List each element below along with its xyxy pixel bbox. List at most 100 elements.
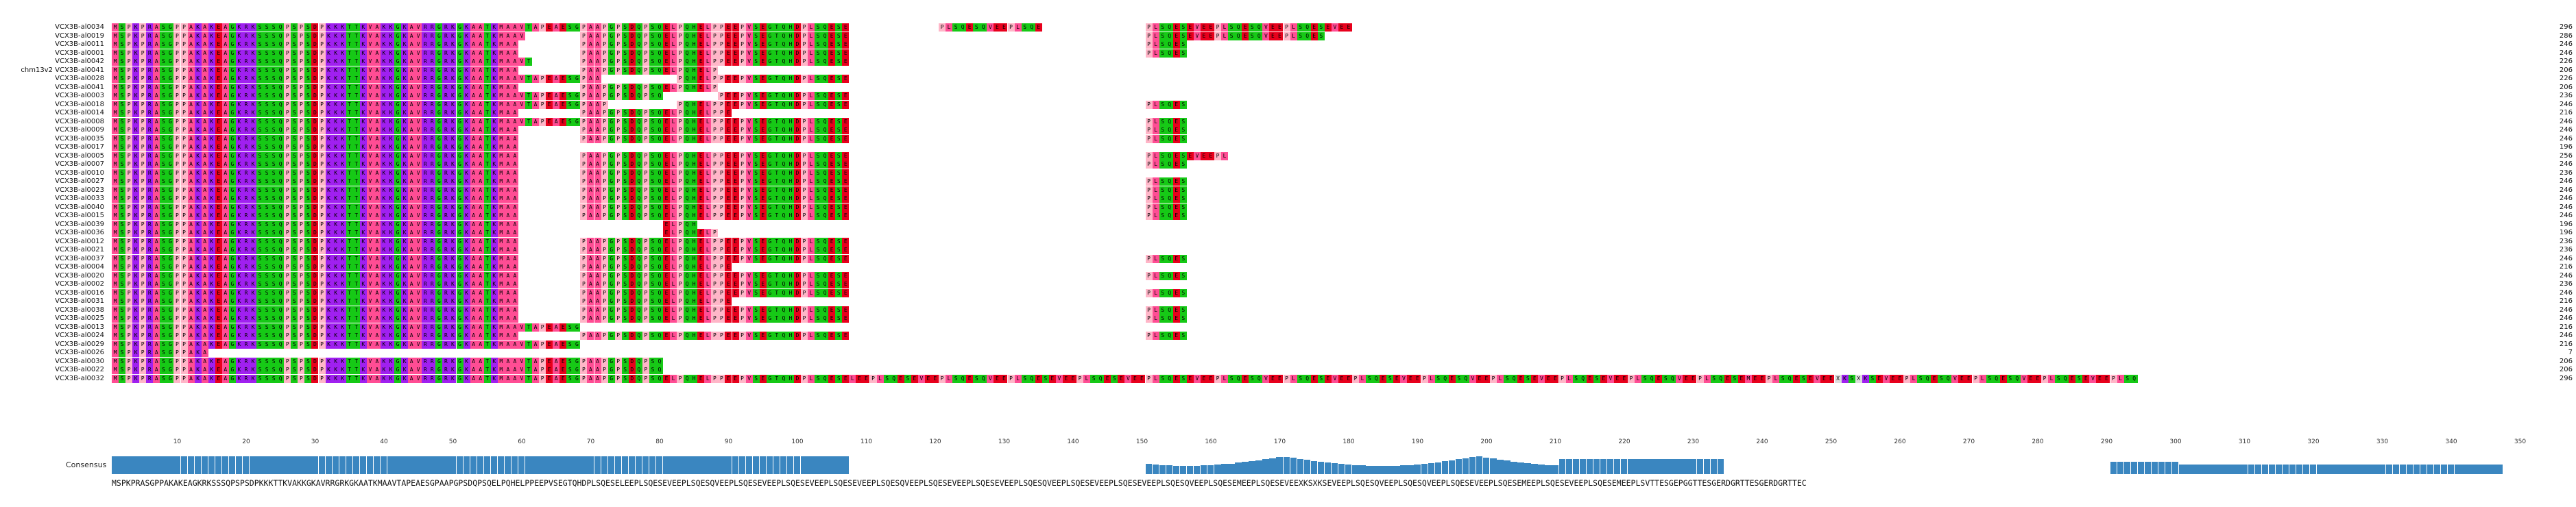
sequence-name[interactable]: VCX3B-al0025 xyxy=(55,314,104,322)
sequence-length: 256 xyxy=(2559,151,2573,160)
sequence-name[interactable]: VCX3B-al0040 xyxy=(55,203,104,211)
ruler-tick: 260 xyxy=(1894,438,1906,445)
sequence-name[interactable]: VCX3B-al0032 xyxy=(55,374,104,382)
sequence-name[interactable]: VCX3B-al0029 xyxy=(55,340,104,348)
sequence-length: 236 xyxy=(2559,280,2573,288)
sequence-name[interactable]: VCX3B-al0008 xyxy=(55,117,104,125)
ruler-tick: 150 xyxy=(1135,438,1148,445)
ruler-tick: 220 xyxy=(1618,438,1630,445)
sequence-name[interactable]: VCX3B-al0016 xyxy=(55,288,104,297)
sequence-length: 216 xyxy=(2559,263,2573,271)
sequence-name[interactable]: VCX3B-al0038 xyxy=(55,306,104,314)
sequence-name[interactable]: VCX3B-al0013 xyxy=(55,323,104,331)
ruler-tick: 230 xyxy=(1687,438,1700,445)
sequence-name[interactable]: VCX3B-al0028 xyxy=(55,75,104,82)
sequence-length: 286 xyxy=(2559,32,2573,40)
sequence-name[interactable]: VCX3B-al0024 xyxy=(55,332,104,339)
sequence-length: 216 xyxy=(2559,297,2573,305)
ruler-tick: 110 xyxy=(860,438,873,445)
sequence-name[interactable]: VCX3B-al0033 xyxy=(55,195,104,202)
sequence-length: 246 xyxy=(2559,195,2573,202)
sequence-name[interactable]: VCX3B-al0027 xyxy=(55,177,104,185)
sequence-length: 246 xyxy=(2559,40,2573,48)
ruler-tick: 90 xyxy=(724,438,733,445)
ruler-tick: 280 xyxy=(2032,438,2044,445)
sequence-name[interactable]: VCX3B-al0022 xyxy=(55,366,104,373)
sequence-name-list: VCX3B-al0034 VCX3B-al0019 VCX3B-al0011 VCX3… xyxy=(0,23,104,383)
consensus-sequence: MSPKPRASGPPAKAKEAGKRKSSSQPSPSDPKKKTTKVAK… xyxy=(112,478,1807,488)
sequence-name[interactable]: VCX3B-al0019 xyxy=(55,32,104,40)
sequence-name[interactable]: VCX3B-al0002 xyxy=(55,280,104,288)
ruler-tick: 350 xyxy=(2514,438,2527,445)
sequence-length: 206 xyxy=(2559,66,2573,74)
sequence-name[interactable]: VCX3B-al0009 xyxy=(55,126,104,134)
ruler-tick: 190 xyxy=(1411,438,1424,445)
position-ruler: 10 20 30 40 50 60 70 80 90 100 110 120 130 140 150 160 1… xyxy=(0,438,2576,449)
sequence-length: 246 xyxy=(2559,314,2573,322)
sequence-name[interactable]: VCX3B-al0010 xyxy=(55,169,104,177)
sequence-name[interactable]: VCX3B-al0004 xyxy=(55,263,104,271)
ruler-tick: 130 xyxy=(998,438,1011,445)
sequence-name[interactable]: VCX3B-al0023 xyxy=(55,186,104,194)
sequence-name[interactable]: VCX3B-al0036 xyxy=(55,229,104,236)
sequence-length: 296 xyxy=(2559,23,2573,31)
sequence-length: 206 xyxy=(2559,83,2573,91)
sequence-name[interactable]: VCX3B-al0014 xyxy=(55,109,104,116)
sequence-name[interactable]: VCX3B-al0011 xyxy=(55,40,104,48)
ruler-tick: 300 xyxy=(2169,438,2182,445)
ruler-tick: 340 xyxy=(2445,438,2457,445)
sequence-length: 236 xyxy=(2559,92,2573,99)
sequence-length: 7 xyxy=(2568,349,2573,356)
ruler-tick: 320 xyxy=(2307,438,2320,445)
sequence-length: 246 xyxy=(2559,100,2573,108)
ruler-tick: 20 xyxy=(242,438,250,445)
ruler-tick: 140 xyxy=(1067,438,1079,445)
sequence-length-list: 296 286 246 246 226 206 226 206 236 246 216 246 246 2… xyxy=(2538,23,2573,383)
ruler-tick: 210 xyxy=(1549,438,1562,445)
sequence-name[interactable]: VCX3B-al0005 xyxy=(55,151,104,160)
consensus-label: Consensus xyxy=(66,460,107,469)
sequence-name[interactable]: VCX3B-al0041 xyxy=(55,83,104,91)
sequence-name[interactable]: VCX3B-al0026 xyxy=(55,349,104,356)
sequence-length: 246 xyxy=(2559,288,2573,297)
sequence-name[interactable]: VCX3B-al0037 xyxy=(55,254,104,262)
sequence-name[interactable]: VCX3B-al0015 xyxy=(55,212,104,219)
ruler-tick: 310 xyxy=(2238,438,2251,445)
sequence-length: 196 xyxy=(2559,143,2573,151)
ruler-tick: 200 xyxy=(1480,438,1493,445)
ruler-tick: 70 xyxy=(586,438,595,445)
sequence-name[interactable]: VCX3B-al0003 xyxy=(55,92,104,99)
sequence-name[interactable]: VCX3B-al0007 xyxy=(55,160,104,168)
sequence-length: 246 xyxy=(2559,254,2573,262)
ruler-tick: 120 xyxy=(929,438,941,445)
sequence-length: 246 xyxy=(2559,306,2573,314)
sequence-length: 236 xyxy=(2559,169,2573,177)
sequence-name[interactable]: VCX3B-al0042 xyxy=(55,58,104,65)
sequence-name[interactable]: VCX3B-al0012 xyxy=(55,237,104,245)
ruler-tick: 30 xyxy=(311,438,320,445)
sequence-length: 246 xyxy=(2559,203,2573,211)
ruler-tick: 180 xyxy=(1343,438,1355,445)
ruler-tick: 270 xyxy=(1962,438,1975,445)
sequence-length: 216 xyxy=(2559,323,2573,331)
sequence-name[interactable]: chm13v2 VCX3B-al0041 xyxy=(21,66,104,74)
sequence-name[interactable]: VCX3B-al0030 xyxy=(55,357,104,365)
sequence-length: 226 xyxy=(2559,58,2573,65)
sequence-name[interactable]: VCX3B-al0034 xyxy=(55,23,104,31)
sequence-name[interactable]: VCX3B-al0021 xyxy=(55,246,104,254)
sequence-length: 246 xyxy=(2559,160,2573,168)
sequence-length: 246 xyxy=(2559,134,2573,143)
sequence-name[interactable]: VCX3B-al0018 xyxy=(55,100,104,108)
sequence-name[interactable]: VCX3B-al0035 xyxy=(55,134,104,143)
ruler-tick: 250 xyxy=(1825,438,1838,445)
sequence-name[interactable]: VCX3B-al0017 xyxy=(55,143,104,151)
sequence-name[interactable]: VCX3B-al0020 xyxy=(55,271,104,280)
sequence-length: 206 xyxy=(2559,366,2573,373)
sequence-length: 196 xyxy=(2559,229,2573,236)
sequence-name[interactable]: VCX3B-al0001 xyxy=(55,49,104,57)
sequence-name[interactable]: VCX3B-al0039 xyxy=(55,220,104,228)
sequence-name[interactable]: VCX3B-al0031 xyxy=(55,297,104,305)
sequence-length: 246 xyxy=(2559,126,2573,134)
ruler-tick: 160 xyxy=(1205,438,1217,445)
